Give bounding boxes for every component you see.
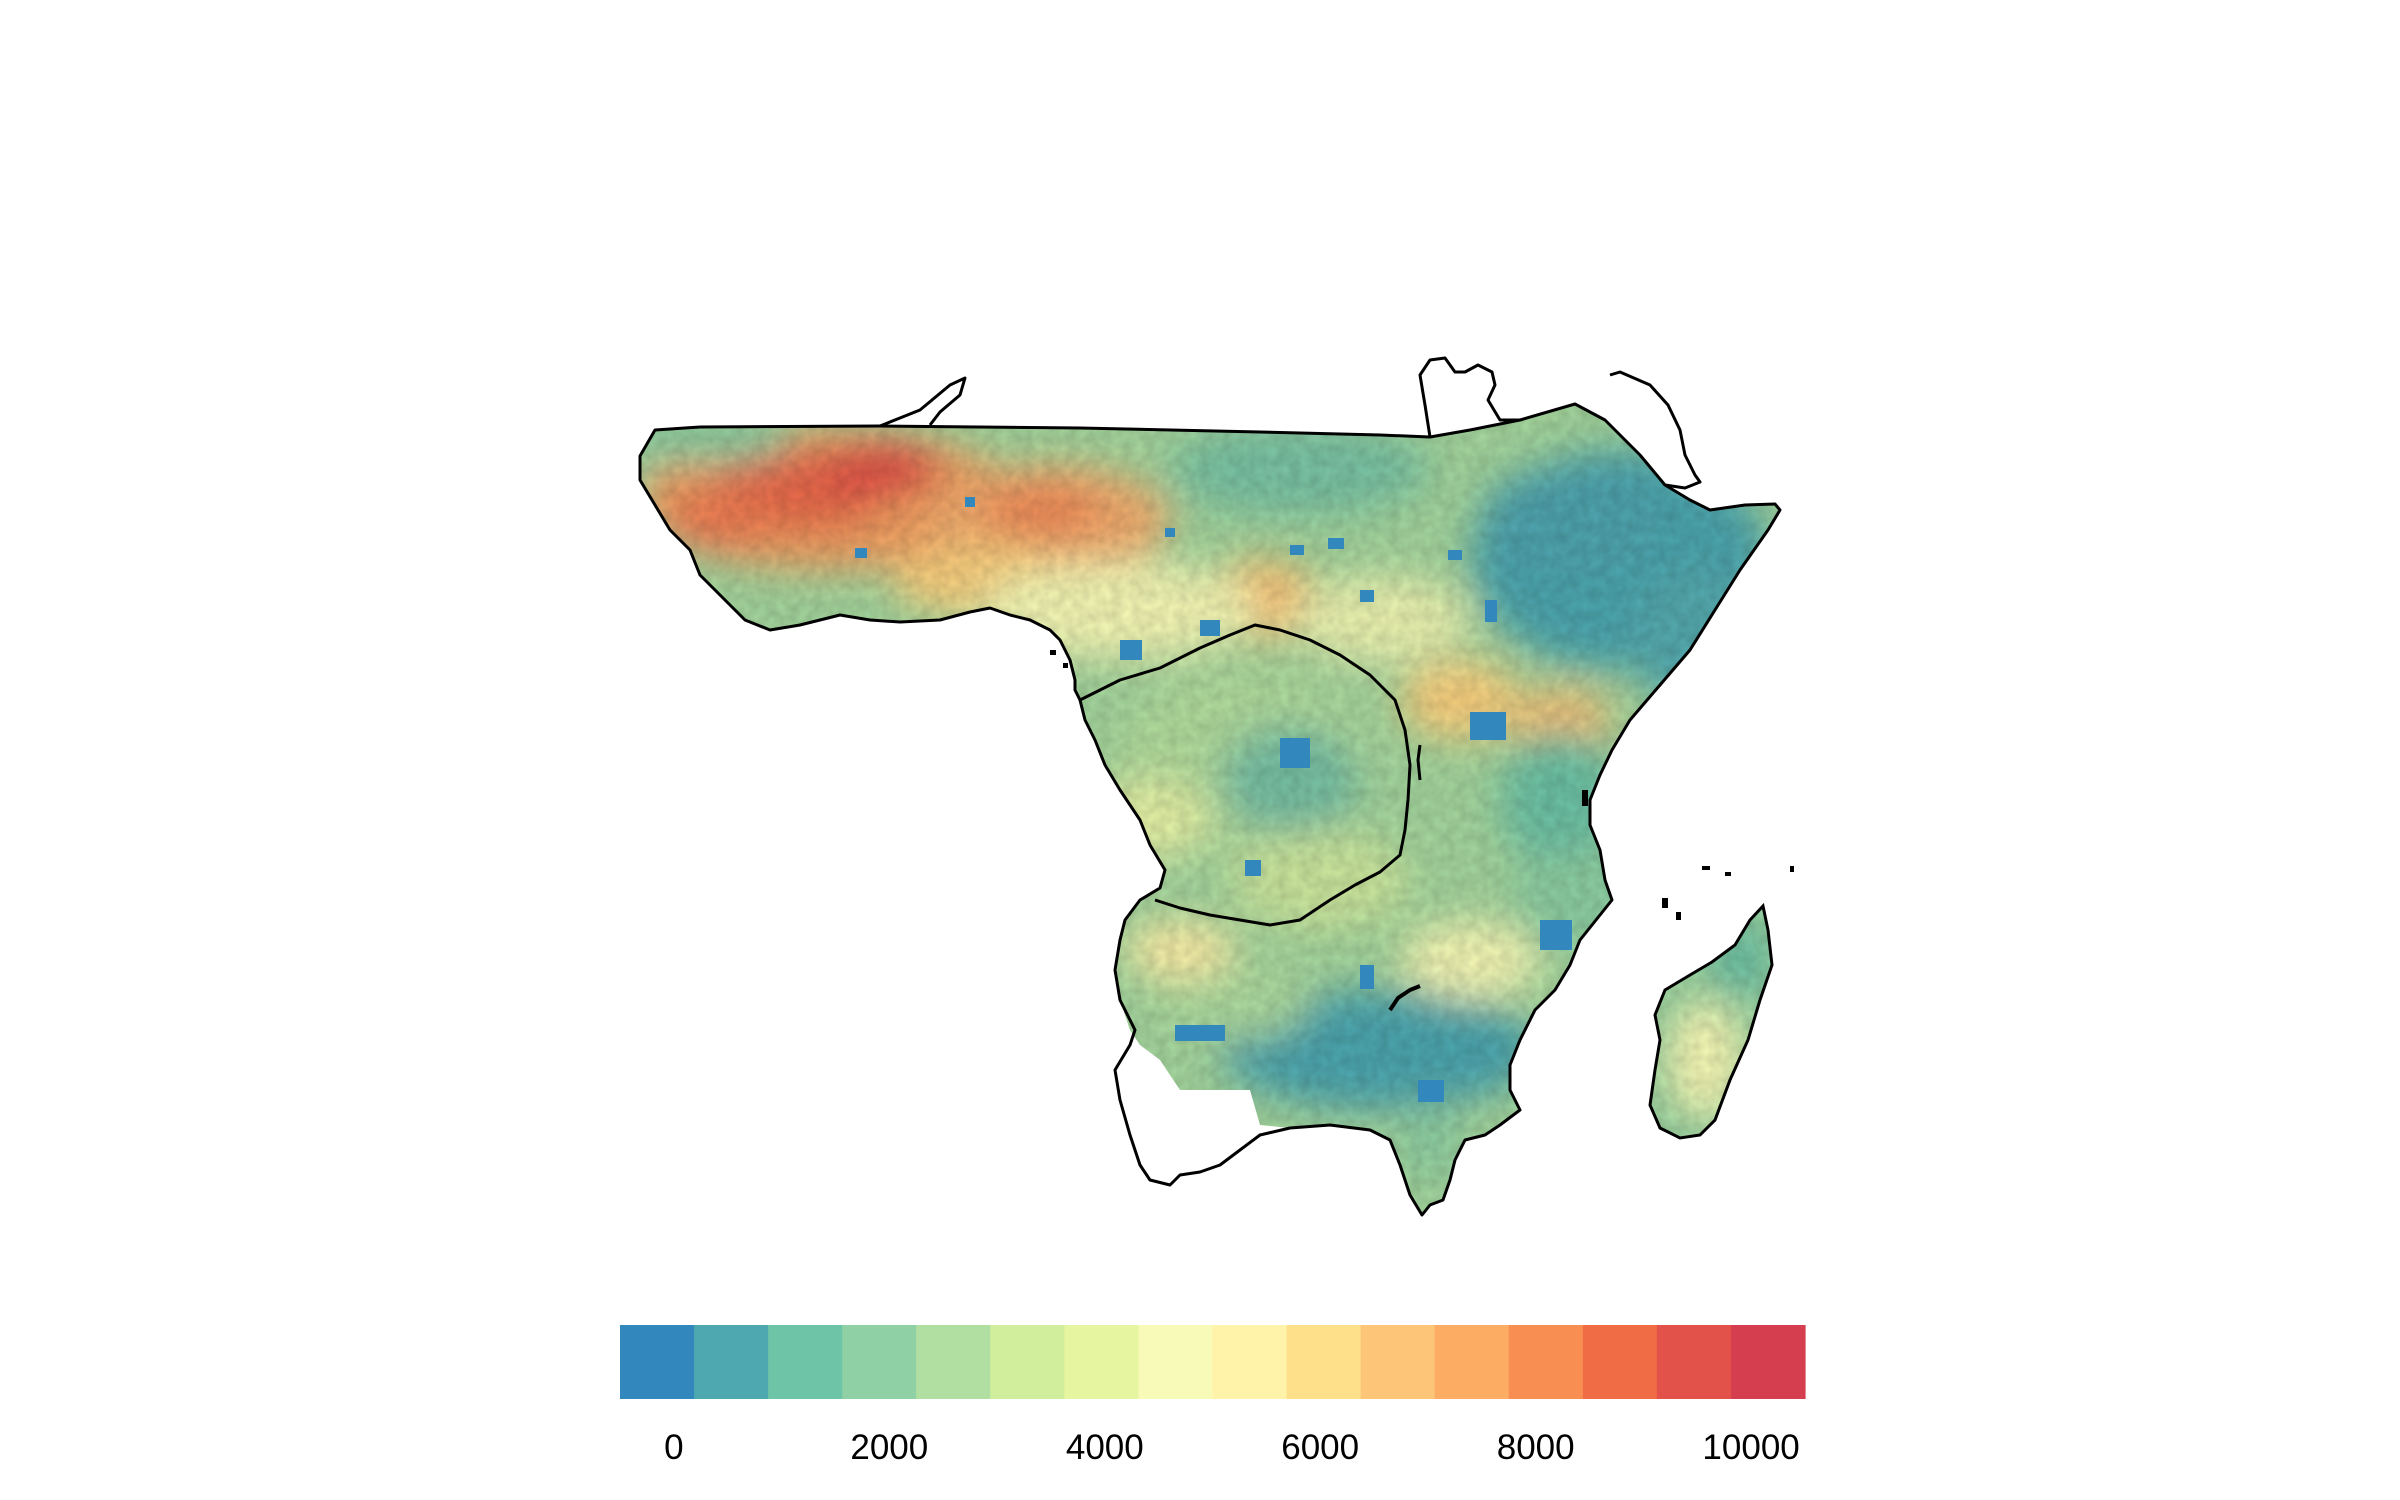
- colorbar-tick-label: 6000: [1281, 1428, 1359, 1467]
- colorbar-tick-labels: 0 2000 4000 6000 8000 10000: [664, 1428, 1800, 1467]
- colorbar-bin: [1582, 1325, 1658, 1399]
- colorbar-tick-label: 2000: [850, 1428, 928, 1467]
- colorbar-bin: [1286, 1325, 1362, 1399]
- colorbar-bin: [1138, 1325, 1214, 1399]
- colorbar-bin: [620, 1325, 695, 1399]
- colorbar-bin: [916, 1325, 991, 1399]
- colorbar-bin: [990, 1325, 1065, 1399]
- colorbar-bin: [1508, 1325, 1584, 1399]
- colorbar-bin: [842, 1325, 917, 1399]
- colorbar-tick-label: 10000: [1702, 1428, 1799, 1467]
- colorbar-bin: [768, 1325, 843, 1399]
- madagascar-outline: [1648, 902, 1774, 1140]
- raster-madagascar: [1650, 906, 1772, 1138]
- raster-mainland: [640, 404, 1780, 1215]
- colorbar-bin: [1212, 1325, 1288, 1399]
- colorbar-tick-label: 8000: [1497, 1428, 1575, 1467]
- colorbar-bin: [1064, 1325, 1140, 1399]
- colorbar-bin: [1730, 1325, 1806, 1399]
- colorbar-bin: [1656, 1325, 1732, 1399]
- colorbar-bin: [1360, 1325, 1436, 1399]
- country-outlines: [638, 356, 1782, 1217]
- coastline: [638, 402, 1782, 1217]
- islands: [1050, 650, 1794, 920]
- colorbar-tick-label: 4000: [1066, 1428, 1144, 1467]
- colorbar: [620, 1325, 1806, 1399]
- colorbar-tick-label: 0: [664, 1428, 683, 1467]
- colorbar-bin: [1434, 1325, 1510, 1399]
- colorbar-bin: [694, 1325, 769, 1399]
- region-boundary-central: [1079, 623, 1412, 927]
